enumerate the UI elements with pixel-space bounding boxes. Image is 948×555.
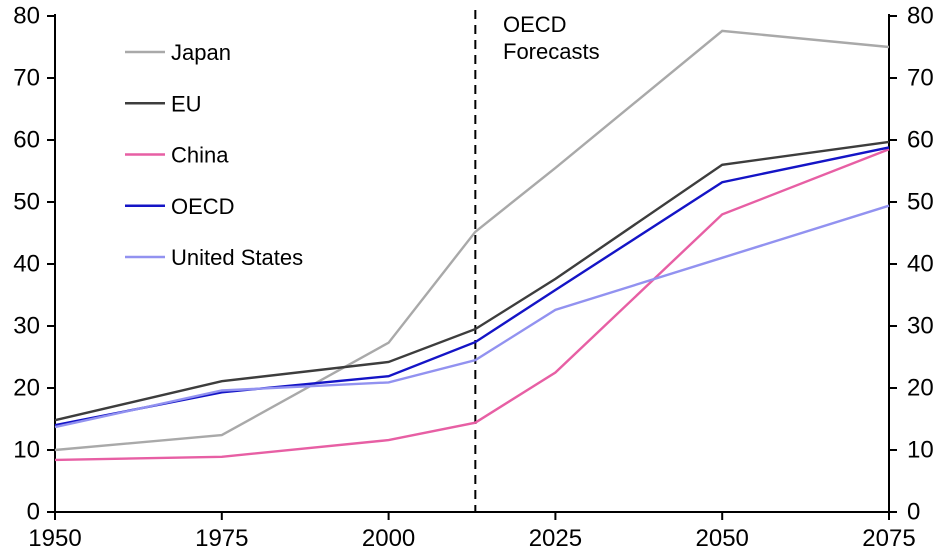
legend-label: Japan xyxy=(171,40,231,65)
series-line-united-states xyxy=(54,204,890,429)
legend-item-china: China xyxy=(125,143,229,168)
y-axis-tick-label-left: 70 xyxy=(13,65,40,92)
series-line-china xyxy=(54,148,890,462)
y-axis-tick-label-left: 50 xyxy=(13,189,40,216)
y-axis-tick-label-left: 30 xyxy=(13,313,40,340)
y-axis-tick-label-left: 20 xyxy=(13,375,40,402)
y-axis-tick-label-right: 60 xyxy=(907,127,934,154)
y-axis-tick-label-left: 0 xyxy=(27,499,40,526)
y-axis-tick-label-left: 80 xyxy=(13,3,40,30)
legend-item-eu: EU xyxy=(125,91,202,116)
series-line-eu xyxy=(54,140,890,422)
legend: Japan EU China OECD United States xyxy=(125,40,303,270)
y-axis-tick-label-left: 60 xyxy=(13,127,40,154)
y-axis-tick-label-right: 50 xyxy=(907,189,934,216)
legend-label: OECD xyxy=(171,194,235,219)
legend-label: EU xyxy=(171,91,202,116)
legend-item-oecd: OECD xyxy=(125,194,235,219)
legend-label: China xyxy=(171,143,229,168)
forecast-annotation: Forecasts xyxy=(503,39,600,64)
series-line-oecd xyxy=(54,146,890,427)
legend-item-japan: Japan xyxy=(125,40,231,65)
x-axis-tick-label: 2050 xyxy=(696,525,749,552)
x-axis-tick-label: 2000 xyxy=(362,525,415,552)
legend-item-united-states: United States xyxy=(125,245,303,270)
y-axis-tick-label-left: 40 xyxy=(13,251,40,278)
y-axis-tick-label-right: 70 xyxy=(907,65,934,92)
y-axis-tick-label-right: 0 xyxy=(907,499,920,526)
y-axis-tick-label-left: 10 xyxy=(13,437,40,464)
y-axis-tick-label-right: 20 xyxy=(907,375,934,402)
y-axis-tick-label-right: 30 xyxy=(907,313,934,340)
x-axis-tick-label: 1975 xyxy=(195,525,248,552)
x-axis-tick-label: 2075 xyxy=(862,525,915,552)
legend-label: United States xyxy=(171,245,303,270)
y-axis-tick-label-right: 10 xyxy=(907,437,934,464)
series-line-japan xyxy=(54,29,890,452)
x-axis-tick-label: 1950 xyxy=(28,525,81,552)
y-axis-tick-label-right: 40 xyxy=(907,251,934,278)
y-axis-tick-label-right: 80 xyxy=(907,3,934,30)
x-axis-tick-label: 2025 xyxy=(529,525,582,552)
forecast-annotation: OECD xyxy=(503,12,567,37)
